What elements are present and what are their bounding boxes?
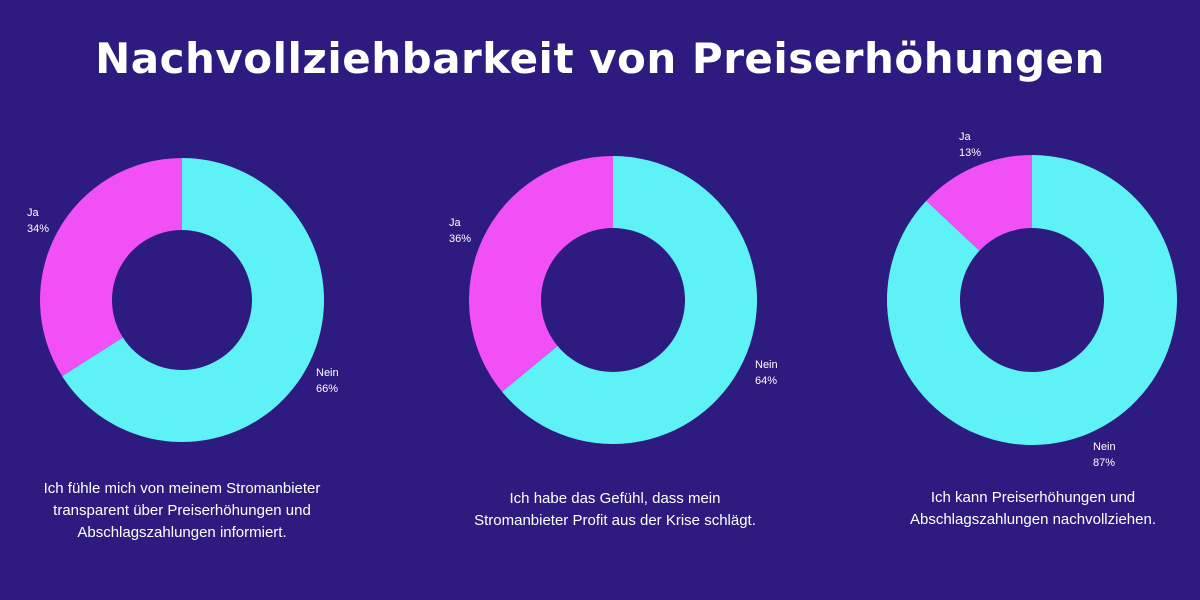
slice-nein-1 xyxy=(62,158,324,443)
label-nein-2: Nein 64% xyxy=(755,359,778,387)
label-ja-1: Ja 34% xyxy=(27,207,50,235)
caption-3: Ich kann Preiserhöhungen und Abschlagsza… xyxy=(909,489,1156,528)
label-ja-3: Ja 13% xyxy=(959,131,982,159)
label-ja-2: Ja 36% xyxy=(449,217,472,245)
slice-nein-2 xyxy=(502,156,757,444)
caption-1: Ich fühle mich von meinem Stromanbieter … xyxy=(43,480,321,541)
page-title: Nachvollziehbarkeit von Preiserhöhungen xyxy=(95,34,1105,83)
slice-ja-3 xyxy=(926,155,1032,251)
label-nein-1: Nein 66% xyxy=(316,367,339,395)
caption-2: Ich habe das Gefühl, dass mein Stromanbi… xyxy=(474,490,756,529)
slice-ja-1 xyxy=(39,158,182,377)
slice-nein-3 xyxy=(887,155,1177,445)
label-nein-3: Nein 87% xyxy=(1093,441,1116,469)
slice-ja-2 xyxy=(469,156,613,392)
